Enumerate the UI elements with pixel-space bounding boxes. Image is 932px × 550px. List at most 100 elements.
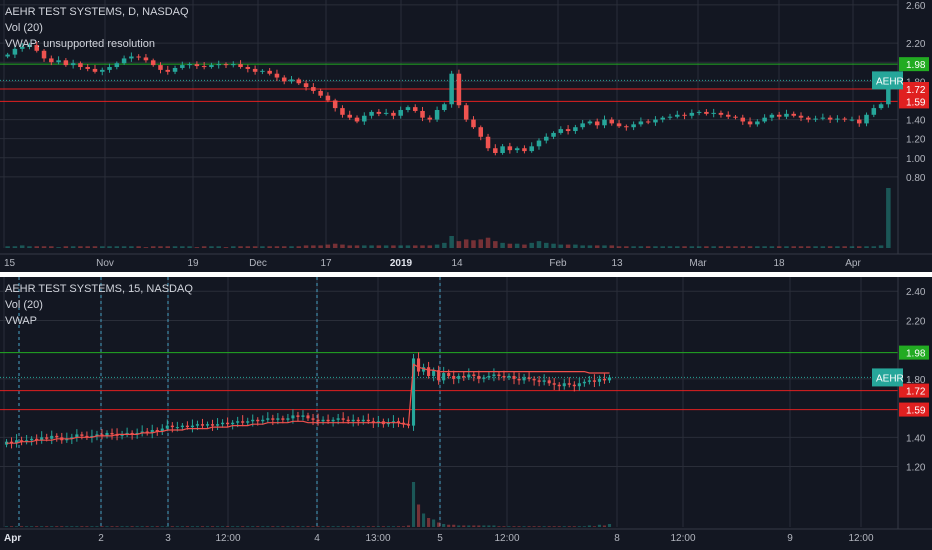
candle-body [463, 105, 469, 120]
candle-body [226, 422, 230, 425]
candle-body [150, 60, 156, 66]
volume-bar [427, 245, 433, 248]
candle-body [85, 67, 90, 69]
volume-bar [205, 526, 210, 527]
volume-bar [187, 246, 192, 248]
price-level-label: 1.72 [906, 387, 926, 398]
symbol-title[interactable]: AEHR TEST SYSTEMS, D, NASDAQ [5, 6, 189, 18]
volume-bar [261, 526, 265, 527]
candle-body [276, 418, 280, 420]
volume-bar [41, 246, 47, 248]
candle-body [769, 114, 775, 118]
candle-body [547, 380, 551, 384]
volume-bar [820, 246, 826, 248]
candle-body [762, 117, 767, 122]
volume-bar [558, 244, 564, 248]
candle-body [296, 79, 302, 84]
candle-body [49, 58, 54, 63]
volume-bar [463, 239, 469, 248]
volume-bar [129, 246, 134, 248]
volume-bar [316, 526, 320, 527]
candle-body [492, 374, 496, 376]
candle-body [497, 374, 501, 376]
candle-body [478, 127, 484, 137]
candle-body [5, 54, 10, 57]
candle-body [354, 117, 360, 122]
volume-bar [301, 526, 305, 527]
price-tick-label: 2.60 [906, 1, 926, 12]
time-tick-label: 19 [187, 258, 199, 269]
candle-body [558, 129, 564, 133]
intraday-chart[interactable]: 2.40 2.20 1.80 1.40 1.20 1.98 1.72 1.59 AEHR Apr 2… [0, 277, 932, 550]
volume-bar [472, 525, 476, 527]
volume-bar [49, 246, 54, 248]
candle-body [120, 434, 124, 436]
volume-indicator-label[interactable]: Vol (20) [5, 22, 43, 34]
volume-bar [170, 526, 174, 527]
volume-bar [246, 526, 250, 527]
candle-body [9, 441, 14, 444]
volume-bar [762, 246, 767, 248]
volume-bar [371, 526, 375, 527]
candle-body [180, 425, 184, 428]
daily-chart[interactable]: 2.602.202.001.801.401.201.000.801.981.72… [0, 0, 932, 272]
candle-body [40, 437, 44, 441]
volume-bar [725, 246, 731, 248]
intraday-chart-pane[interactable]: 2.40 2.20 1.80 1.40 1.20 1.98 1.72 1.59 AEHR Apr 2… [0, 277, 932, 550]
volume-bar [411, 482, 416, 527]
candle-body [500, 146, 505, 154]
vwap-indicator-label[interactable]: VWAP [5, 315, 37, 327]
candle-body [493, 148, 498, 154]
candle-body [452, 375, 456, 379]
time-tick-label: 13:00 [365, 533, 390, 544]
volume-bar [653, 246, 658, 248]
time-tick-label: 2 [98, 533, 104, 544]
pane-divider[interactable] [0, 272, 932, 277]
candle-body [682, 114, 687, 116]
candle-body [711, 112, 716, 114]
volume-bar [784, 246, 789, 248]
candle-body [842, 118, 847, 120]
time-tick-label: 13 [611, 258, 623, 269]
candle-body [411, 358, 416, 426]
volume-bar [806, 246, 811, 248]
vwap-indicator-label[interactable]: VWAP: unsupported resolution [5, 38, 156, 50]
volume-bar [401, 526, 406, 527]
candle-body [457, 375, 461, 379]
candle-body [155, 430, 159, 432]
volume-bar [256, 526, 260, 527]
candle-body [194, 64, 200, 67]
volume-bar [449, 236, 454, 248]
volume-bar [871, 246, 877, 248]
volume-bar [471, 240, 476, 248]
volume-bar [351, 526, 355, 527]
volume-indicator-label[interactable]: Vol (20) [5, 299, 43, 311]
volume-bar [517, 526, 521, 527]
time-tick-label: 12:00 [494, 533, 519, 544]
candle-body [129, 56, 134, 59]
candle-body [271, 418, 275, 420]
candle-body [422, 367, 426, 372]
daily-chart-pane[interactable]: 2.602.202.001.801.401.201.000.801.981.72… [0, 0, 932, 272]
candle-body [306, 415, 310, 419]
candle-body [347, 114, 352, 118]
volume-bar [456, 241, 462, 248]
volume-bar [150, 526, 154, 527]
volume-bar [547, 526, 551, 527]
candle-body [114, 63, 120, 68]
volume-bar [185, 526, 189, 527]
candle-body [187, 64, 192, 66]
candle-body [252, 68, 258, 72]
volume-bar [645, 246, 651, 248]
symbol-title[interactable]: AEHR TEST SYSTEMS, 15, NASDAQ [5, 283, 193, 295]
candle-body [170, 425, 174, 428]
candle-body [281, 418, 285, 420]
price-level-badge [899, 81, 929, 96]
volume-bar [573, 244, 578, 248]
symbol-price-label: AEHR [876, 373, 904, 384]
price-level-badge [899, 94, 929, 109]
candle-body [301, 415, 305, 417]
candle-body [864, 114, 869, 124]
volume-bar [457, 525, 461, 527]
volume-bar [238, 246, 243, 248]
